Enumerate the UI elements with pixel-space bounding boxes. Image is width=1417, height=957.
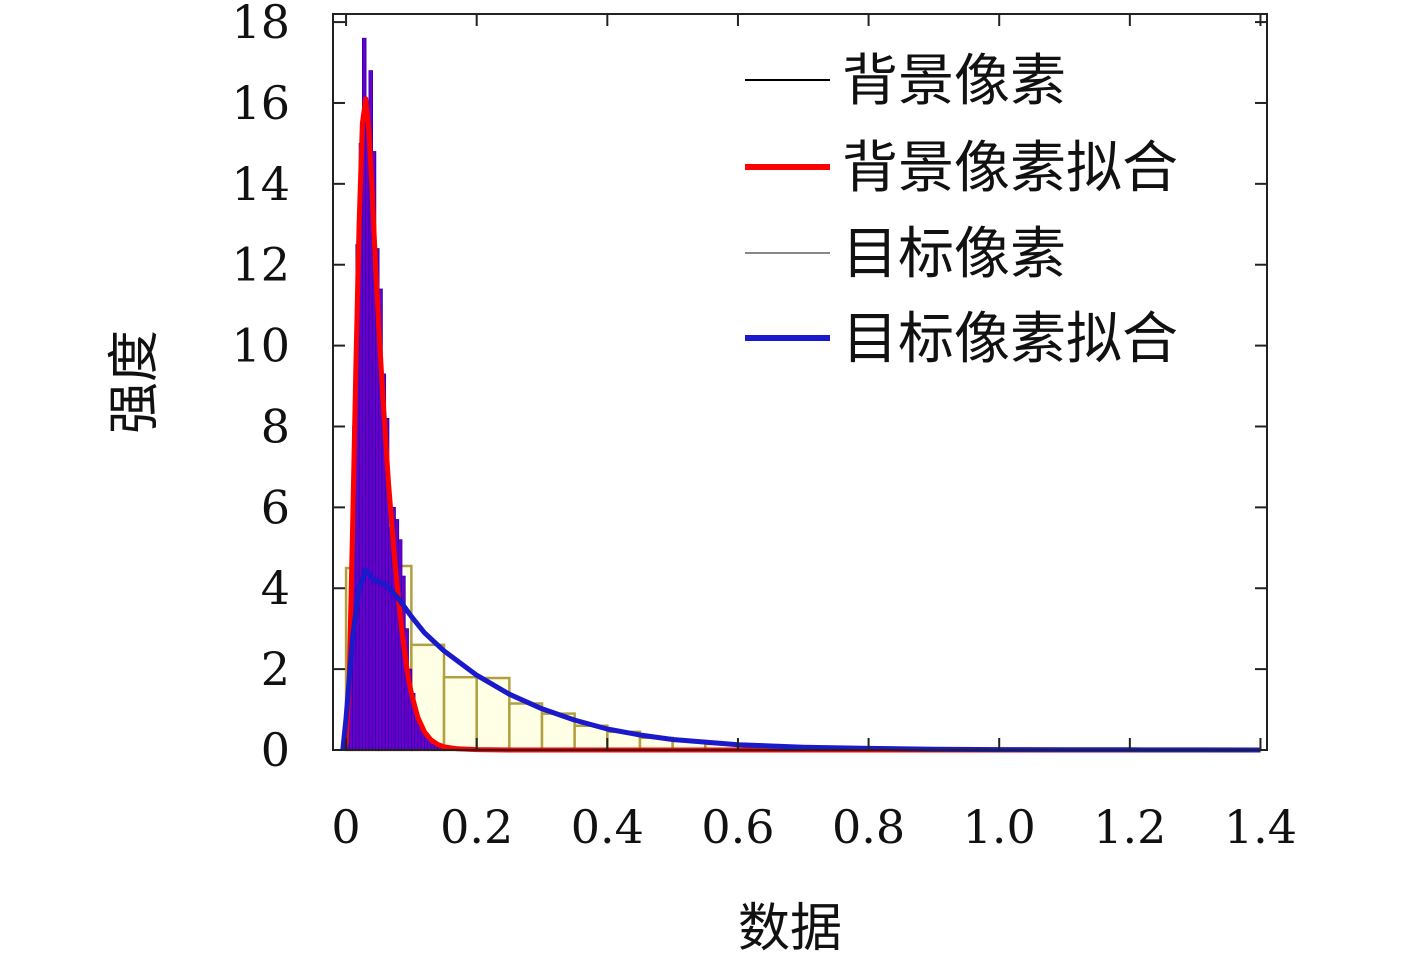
y-tick-label: 2 xyxy=(261,642,290,696)
y-tick-label: 0 xyxy=(261,723,290,777)
x-tick-label: 1.0 xyxy=(963,800,1036,854)
y-tick-label: 4 xyxy=(261,561,290,615)
x-tick-label: 0.2 xyxy=(440,800,513,854)
x-tick-label: 0 xyxy=(331,800,360,854)
target-histogram xyxy=(344,564,1262,752)
y-tick-label: 18 xyxy=(231,0,290,49)
legend-label: 背景像素拟合 xyxy=(842,136,1178,201)
x-tick-label: 1.2 xyxy=(1093,800,1166,854)
x-tick-label: 0.8 xyxy=(832,800,905,854)
y-tick-label: 16 xyxy=(231,76,290,130)
y-tick-label: 10 xyxy=(231,319,290,373)
legend-label: 目标像素拟合 xyxy=(842,307,1178,372)
x-tick-label: 0.4 xyxy=(571,800,644,854)
axis-ticks xyxy=(333,14,1267,751)
legend-label: 背景像素 xyxy=(842,49,1066,114)
target-bar xyxy=(442,675,478,752)
target-bar xyxy=(508,702,544,752)
y-tick-label: 12 xyxy=(231,238,290,292)
y-tick-label: 8 xyxy=(261,399,290,453)
x-tick-label: 0.6 xyxy=(701,800,774,854)
x-tick-labels: 0 0.2 0.4 0.6 0.8 1.0 1.2 1.4 xyxy=(331,800,1297,854)
y-tick-labels: 0 2 4 6 8 10 12 14 16 18 xyxy=(231,0,290,777)
y-tick-label: 14 xyxy=(231,157,290,211)
legend-label: 目标像素 xyxy=(842,222,1066,287)
y-tick-label: 6 xyxy=(261,480,290,534)
background-histogram xyxy=(345,37,468,751)
plot-frame xyxy=(332,13,1268,751)
x-tick-label: 1.4 xyxy=(1224,800,1297,854)
y-axis-label: 强度 xyxy=(105,330,165,434)
x-axis-label: 数据 xyxy=(738,899,842,957)
